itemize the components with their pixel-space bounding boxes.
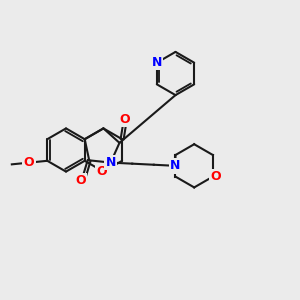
- Text: O: O: [97, 165, 107, 178]
- Text: N: N: [152, 56, 162, 69]
- Text: O: O: [120, 113, 130, 126]
- Text: O: O: [75, 174, 86, 187]
- Text: O: O: [24, 156, 34, 169]
- Text: N: N: [170, 159, 181, 172]
- Text: O: O: [211, 170, 221, 183]
- Text: N: N: [106, 156, 116, 169]
